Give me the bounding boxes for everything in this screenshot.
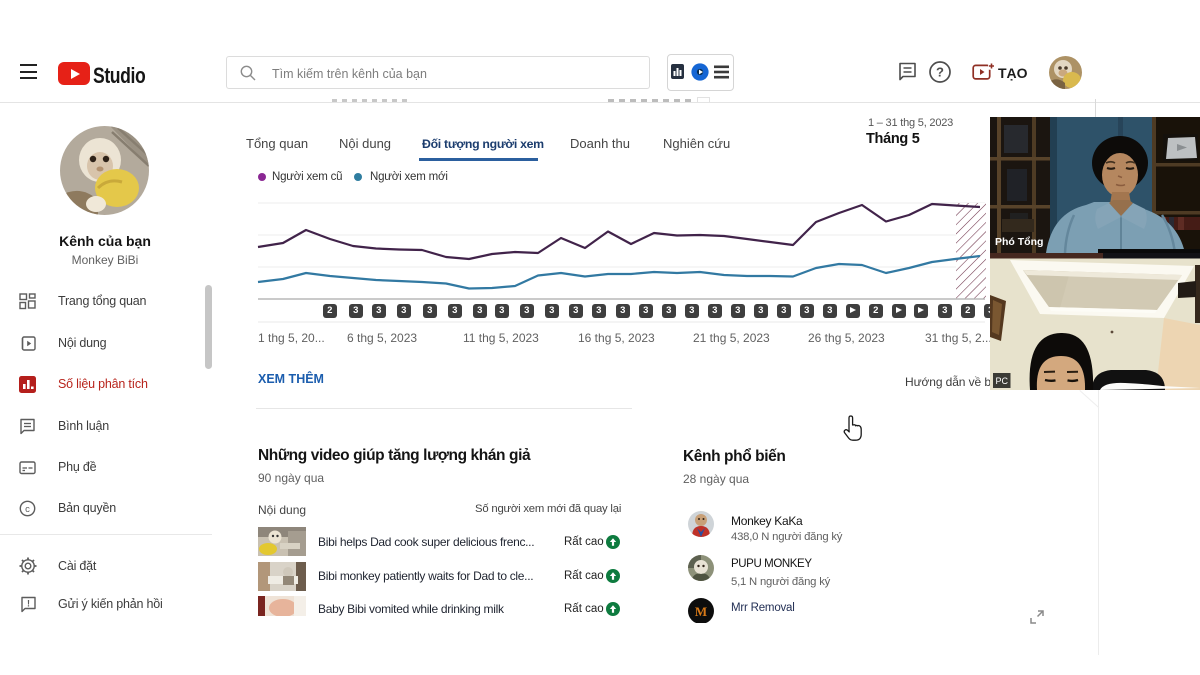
svg-text:Phó Tổng: Phó Tổng bbox=[995, 236, 1043, 248]
svg-text:PC: PC bbox=[996, 376, 1009, 386]
svg-text:!: ! bbox=[27, 599, 30, 609]
svg-text:?: ? bbox=[936, 65, 944, 80]
svg-text:c: c bbox=[25, 504, 30, 515]
svg-text:M: M bbox=[695, 604, 707, 619]
